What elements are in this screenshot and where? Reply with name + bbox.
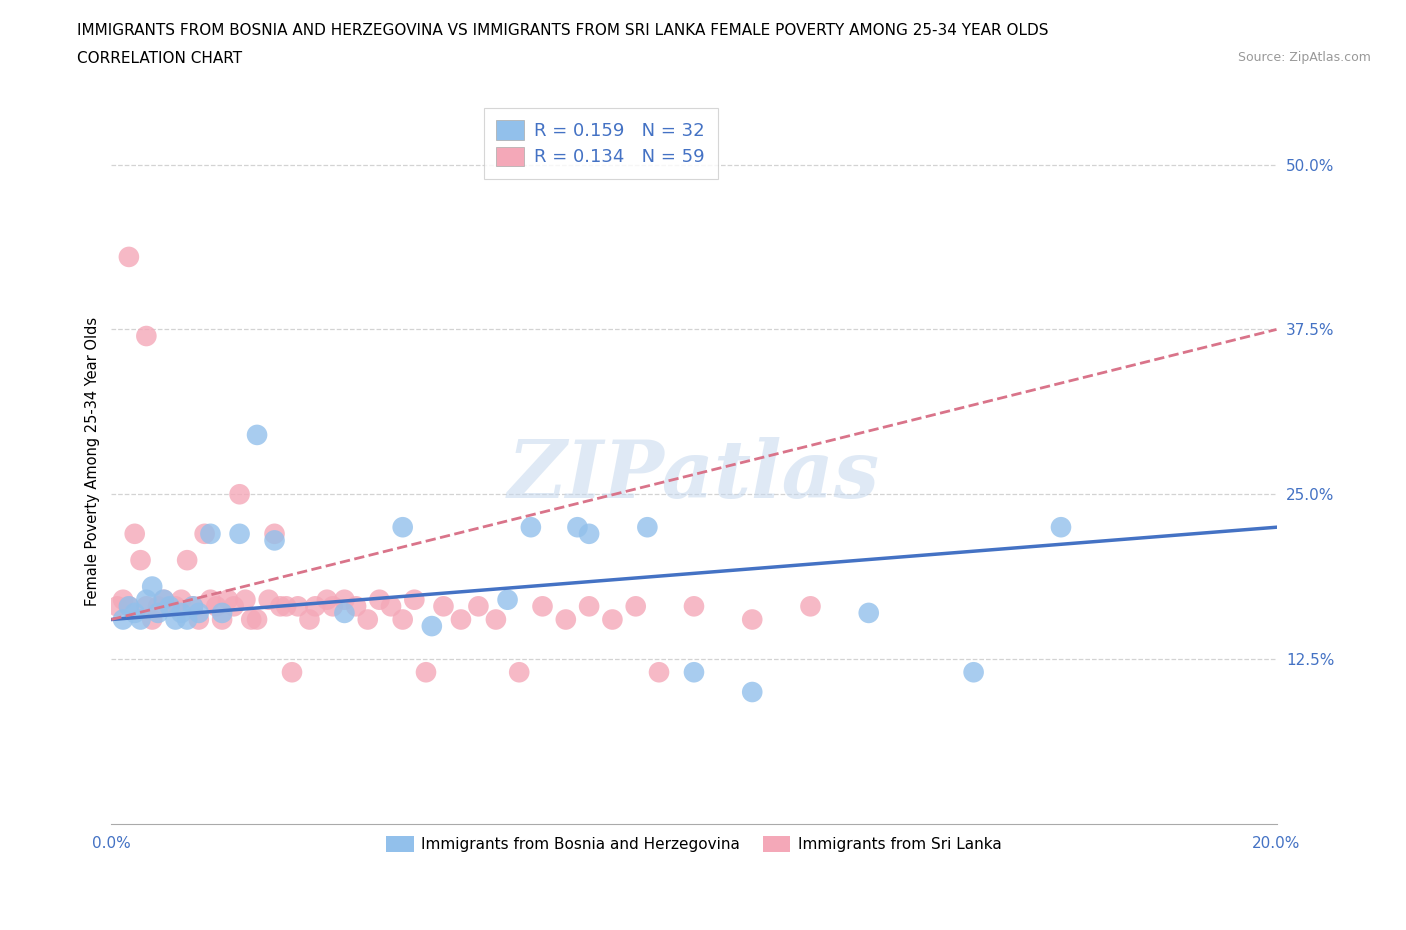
Point [153, 592, 176, 607]
Point [112, 612, 135, 627]
Point [357, 612, 380, 627]
Point [246, 428, 269, 443]
Point [257, 592, 280, 607]
Point [159, 599, 181, 614]
Point [129, 552, 152, 567]
Point [276, 599, 298, 614]
Point [176, 612, 198, 627]
Point [263, 533, 285, 548]
Point [129, 612, 152, 627]
Point [141, 579, 163, 594]
Point [222, 599, 245, 614]
Point [404, 592, 426, 607]
Point [380, 599, 402, 614]
Point [683, 665, 706, 680]
Point [135, 599, 157, 614]
Point [636, 520, 658, 535]
Text: Source: ZipAtlas.com: Source: ZipAtlas.com [1237, 51, 1371, 64]
Point [211, 605, 233, 620]
Point [228, 526, 250, 541]
Point [194, 526, 217, 541]
Point [496, 592, 519, 607]
Point [322, 599, 344, 614]
Point [217, 592, 239, 607]
Point [554, 612, 576, 627]
Point [450, 612, 472, 627]
Point [333, 605, 356, 620]
Point [298, 612, 321, 627]
Point [124, 605, 146, 620]
Text: ZIPatlas: ZIPatlas [508, 437, 880, 514]
Point [141, 612, 163, 627]
Point [263, 526, 285, 541]
Point [135, 592, 157, 607]
Point [165, 612, 187, 627]
Point [146, 605, 169, 620]
Point [135, 328, 157, 343]
Point [531, 599, 554, 614]
Point [304, 599, 326, 614]
Point [578, 526, 600, 541]
Point [432, 599, 454, 614]
Point [281, 665, 304, 680]
Point [741, 612, 763, 627]
Point [799, 599, 821, 614]
Text: CORRELATION CHART: CORRELATION CHART [77, 51, 242, 66]
Point [187, 612, 209, 627]
Point [112, 592, 135, 607]
Point [200, 592, 222, 607]
Point [235, 592, 257, 607]
Point [200, 526, 222, 541]
Point [648, 665, 671, 680]
Point [287, 599, 309, 614]
Point [240, 612, 263, 627]
Point [485, 612, 508, 627]
Point [170, 605, 193, 620]
Point [124, 526, 146, 541]
Point [415, 665, 437, 680]
Point [602, 612, 624, 627]
Point [1050, 520, 1073, 535]
Point [176, 552, 198, 567]
Point [118, 599, 141, 614]
Point [205, 599, 228, 614]
Point [118, 249, 141, 264]
Point [344, 599, 367, 614]
Point [391, 520, 413, 535]
Point [246, 612, 269, 627]
Point [508, 665, 530, 680]
Point [118, 599, 141, 614]
Point [159, 599, 181, 614]
Point [228, 486, 250, 501]
Point [368, 592, 391, 607]
Point [269, 599, 291, 614]
Point [181, 599, 204, 614]
Text: IMMIGRANTS FROM BOSNIA AND HERZEGOVINA VS IMMIGRANTS FROM SRI LANKA FEMALE POVER: IMMIGRANTS FROM BOSNIA AND HERZEGOVINA V… [77, 23, 1049, 38]
Point [211, 612, 233, 627]
Y-axis label: Female Poverty Among 25-34 Year Olds: Female Poverty Among 25-34 Year Olds [86, 317, 100, 605]
Point [420, 618, 443, 633]
Point [858, 605, 880, 620]
Point [187, 605, 209, 620]
Point [741, 684, 763, 699]
Point [153, 592, 176, 607]
Point [170, 592, 193, 607]
Point [467, 599, 489, 614]
Point [105, 599, 128, 614]
Point [146, 599, 169, 614]
Point [962, 665, 984, 680]
Legend: Immigrants from Bosnia and Herzegovina, Immigrants from Sri Lanka: Immigrants from Bosnia and Herzegovina, … [378, 829, 1010, 859]
Point [683, 599, 706, 614]
Point [624, 599, 647, 614]
Point [165, 599, 187, 614]
Point [316, 592, 339, 607]
Point [333, 592, 356, 607]
Point [391, 612, 413, 627]
Point [520, 520, 543, 535]
Point [578, 599, 600, 614]
Point [181, 599, 204, 614]
Point [567, 520, 589, 535]
